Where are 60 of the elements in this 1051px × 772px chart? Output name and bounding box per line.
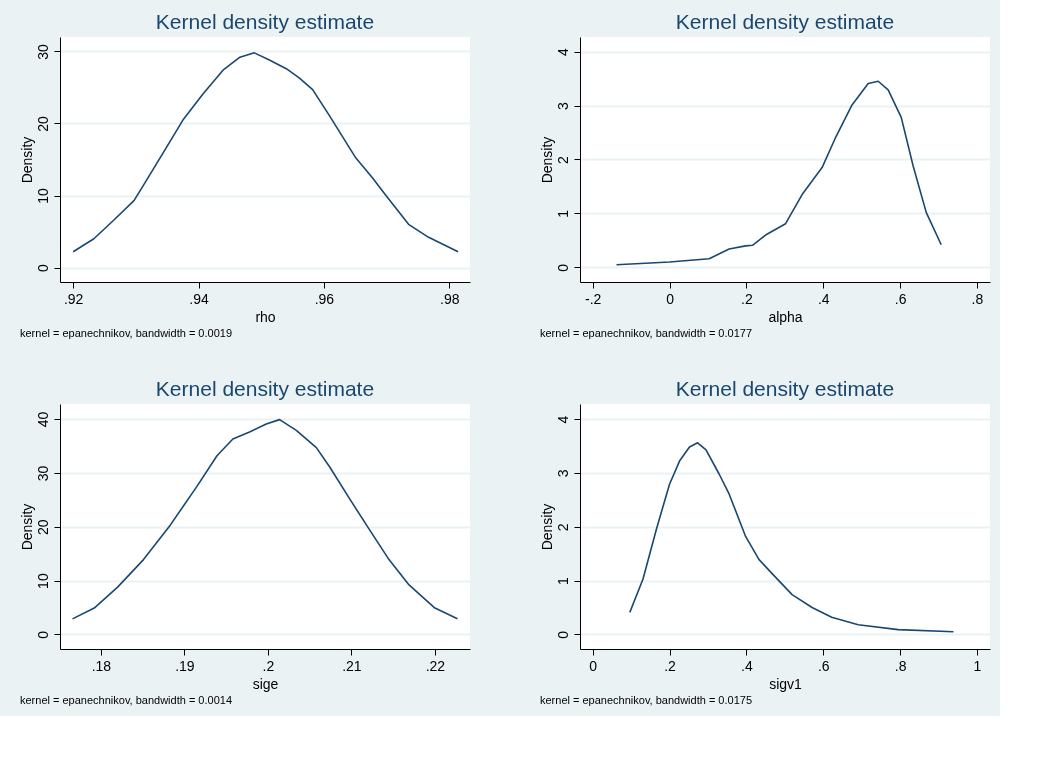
chart-title: Kernel density estimate xyxy=(155,10,375,33)
y-tick-label: 40 xyxy=(34,411,51,428)
y-tick-label: 10 xyxy=(34,188,51,204)
y-tick-label: 4 xyxy=(554,47,571,56)
y-axis-title: Density xyxy=(18,136,35,184)
line-series xyxy=(615,80,942,266)
y-tick-label: 10 xyxy=(34,573,51,589)
x-tick-label: .98 xyxy=(440,290,460,307)
x-tick-label: .4 xyxy=(817,290,830,307)
x-axis-title: sigv1 xyxy=(769,675,803,692)
x-tick-label: .18 xyxy=(91,657,112,674)
x-axis-title: alpha xyxy=(768,308,803,325)
x-tick-label: .96 xyxy=(314,290,335,307)
x-tick-label: .2 xyxy=(664,657,677,674)
y-tick-label: 3 xyxy=(554,101,571,110)
x-tick-label: .6 xyxy=(817,657,830,674)
y-axis-title: Density xyxy=(538,503,555,551)
y-tick-label: 0 xyxy=(34,263,51,272)
chart-title: Kernel density estimate xyxy=(675,10,895,33)
x-axis-title: sige xyxy=(252,675,279,692)
text: kernel = epanechnikov, bandwidth = 0.0177 xyxy=(540,327,753,339)
x-tick-label: 1 xyxy=(973,657,982,674)
x-tick-label: .4 xyxy=(741,657,753,674)
x-tick-label: .22 xyxy=(425,657,446,674)
y-tick-label: 0 xyxy=(34,630,51,639)
text: kernel = epanechnikov, bandwidth = 0.0014 xyxy=(20,694,233,706)
x-tick-label: .8 xyxy=(894,657,907,674)
x-tick-label: .2 xyxy=(741,290,753,307)
y-tick-label: 4 xyxy=(554,415,571,424)
y-tick-label: 30 xyxy=(34,465,51,482)
line-series xyxy=(629,441,955,633)
x-tick-label: .2 xyxy=(262,657,275,674)
y-axis-title: Density xyxy=(18,503,35,551)
chart-title: Kernel density estimate xyxy=(675,377,895,400)
y-tick-label: 2 xyxy=(554,523,571,532)
chart-title: Kernel density estimate xyxy=(155,377,375,400)
x-tick-label: .21 xyxy=(342,657,362,674)
x-tick-label: .92 xyxy=(63,290,84,307)
y-tick-label: 1 xyxy=(554,209,571,218)
text: kernel = epanechnikov, bandwidth = 0.0175 xyxy=(540,694,753,706)
y-tick-label: 3 xyxy=(554,469,571,478)
y-tick-label: 30 xyxy=(34,43,51,60)
y-tick-label: 2 xyxy=(554,155,571,164)
y-tick-label: 0 xyxy=(554,630,571,639)
x-tick-label: .94 xyxy=(189,290,209,307)
x-tick-label: .8 xyxy=(971,290,984,307)
x-tick-label: .6 xyxy=(894,290,907,307)
y-tick-label: 0 xyxy=(554,263,571,272)
text: kernel = epanechnikov, bandwidth = 0.0019 xyxy=(20,327,233,339)
y-tick-label: 20 xyxy=(34,519,51,536)
y-tick-label: 20 xyxy=(34,115,51,132)
x-tick-label: .19 xyxy=(175,657,195,674)
x-tick-label: 0 xyxy=(666,290,675,307)
line-series xyxy=(72,52,459,253)
line-series xyxy=(71,418,459,620)
x-axis-title: rho xyxy=(255,308,276,325)
x-tick-label: 0 xyxy=(589,657,598,674)
x-tick-label: -.2 xyxy=(585,290,602,307)
y-tick-label: 1 xyxy=(554,577,571,586)
y-axis-title: Density xyxy=(538,136,555,184)
